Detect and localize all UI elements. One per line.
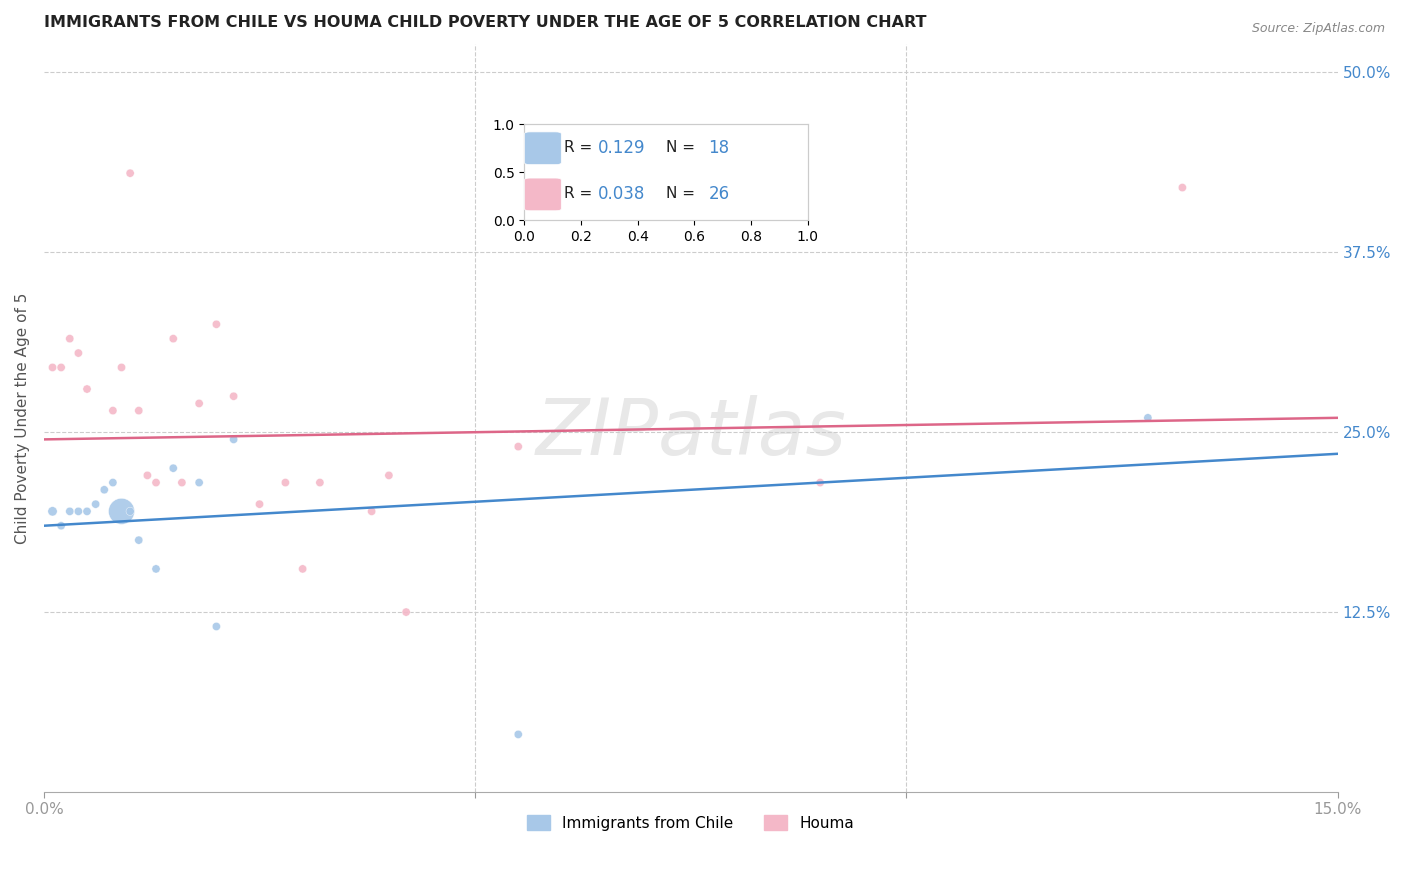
Text: Source: ZipAtlas.com: Source: ZipAtlas.com xyxy=(1251,22,1385,36)
Point xyxy=(128,403,150,417)
Point xyxy=(59,332,82,346)
FancyBboxPatch shape xyxy=(524,132,561,165)
Point xyxy=(378,468,401,483)
Text: ZIPatlas: ZIPatlas xyxy=(536,395,846,471)
Point xyxy=(205,619,228,633)
Point xyxy=(360,504,382,518)
Point xyxy=(76,382,98,396)
Point xyxy=(188,475,211,490)
Text: 0.129: 0.129 xyxy=(598,139,645,157)
Point xyxy=(120,166,142,180)
Point xyxy=(49,518,72,533)
Point xyxy=(1136,410,1159,425)
Point xyxy=(120,504,142,518)
Point xyxy=(222,433,245,447)
Text: 0.038: 0.038 xyxy=(598,185,645,202)
Text: R =: R = xyxy=(564,140,598,155)
Point xyxy=(222,389,245,403)
Point xyxy=(110,360,132,375)
Y-axis label: Child Poverty Under the Age of 5: Child Poverty Under the Age of 5 xyxy=(15,292,30,543)
Point xyxy=(41,504,63,518)
Point xyxy=(101,403,124,417)
Point xyxy=(110,504,132,518)
Text: N =: N = xyxy=(666,140,700,155)
Point xyxy=(808,475,831,490)
FancyBboxPatch shape xyxy=(524,178,561,211)
Point xyxy=(162,332,184,346)
Point xyxy=(274,475,297,490)
Text: N =: N = xyxy=(666,186,700,202)
Text: 18: 18 xyxy=(709,139,730,157)
Point xyxy=(67,504,90,518)
Text: IMMIGRANTS FROM CHILE VS HOUMA CHILD POVERTY UNDER THE AGE OF 5 CORRELATION CHAR: IMMIGRANTS FROM CHILE VS HOUMA CHILD POV… xyxy=(44,15,927,30)
Point xyxy=(1171,180,1194,194)
Point xyxy=(128,533,150,548)
Point xyxy=(395,605,418,619)
Point xyxy=(101,475,124,490)
Point xyxy=(67,346,90,360)
Text: 26: 26 xyxy=(709,185,730,202)
Point xyxy=(508,727,530,741)
Point xyxy=(145,562,167,576)
Point xyxy=(93,483,115,497)
Point xyxy=(249,497,271,511)
Text: R =: R = xyxy=(564,186,598,202)
Point xyxy=(49,360,72,375)
Point xyxy=(145,475,167,490)
Point xyxy=(76,504,98,518)
Point xyxy=(205,318,228,332)
Point xyxy=(84,497,107,511)
Legend: Immigrants from Chile, Houma: Immigrants from Chile, Houma xyxy=(522,808,860,837)
Point xyxy=(136,468,159,483)
Point xyxy=(170,475,193,490)
Point xyxy=(59,504,82,518)
Point xyxy=(309,475,332,490)
Point xyxy=(188,396,211,410)
Point xyxy=(41,360,63,375)
Point xyxy=(508,440,530,454)
Point xyxy=(291,562,314,576)
Point xyxy=(162,461,184,475)
